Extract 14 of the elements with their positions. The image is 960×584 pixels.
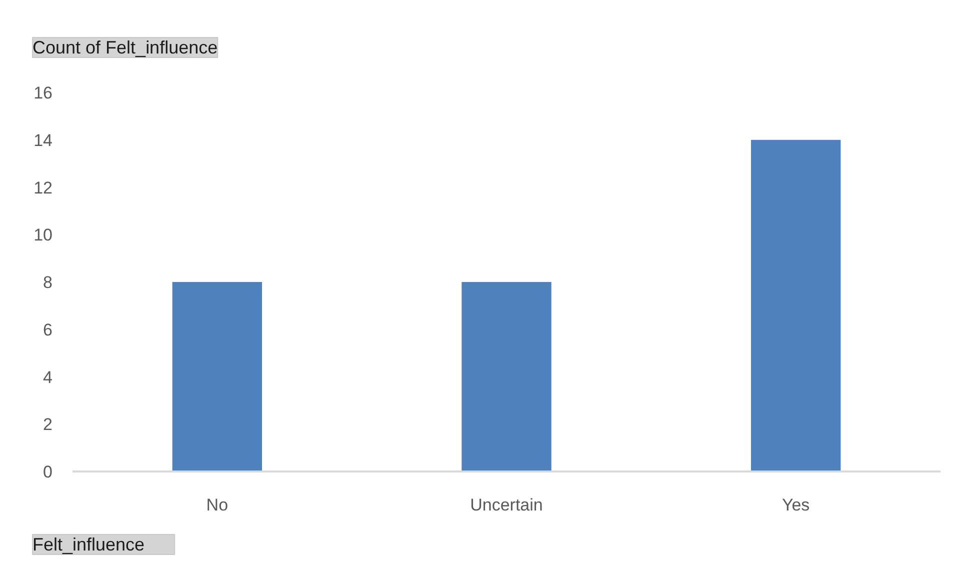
x-tick-label: Yes — [782, 496, 810, 514]
y-tick-label: 4 — [43, 368, 53, 387]
x-tick-label: Uncertain — [470, 496, 543, 514]
chart-title: Count of Felt_influence — [32, 38, 218, 58]
x-axis-title: Felt_influence — [32, 534, 145, 554]
x-tick-label: No — [206, 496, 228, 514]
y-tick-label: 12 — [34, 178, 53, 198]
y-tick-label: 14 — [34, 130, 53, 150]
y-tick-label: 10 — [34, 226, 53, 245]
y-tick-label: 2 — [43, 415, 53, 434]
y-tick-label: 8 — [43, 273, 53, 292]
y-tick-label: 16 — [34, 84, 53, 102]
y-tick-label: 0 — [43, 462, 53, 482]
y-tick-label: 6 — [43, 320, 53, 340]
